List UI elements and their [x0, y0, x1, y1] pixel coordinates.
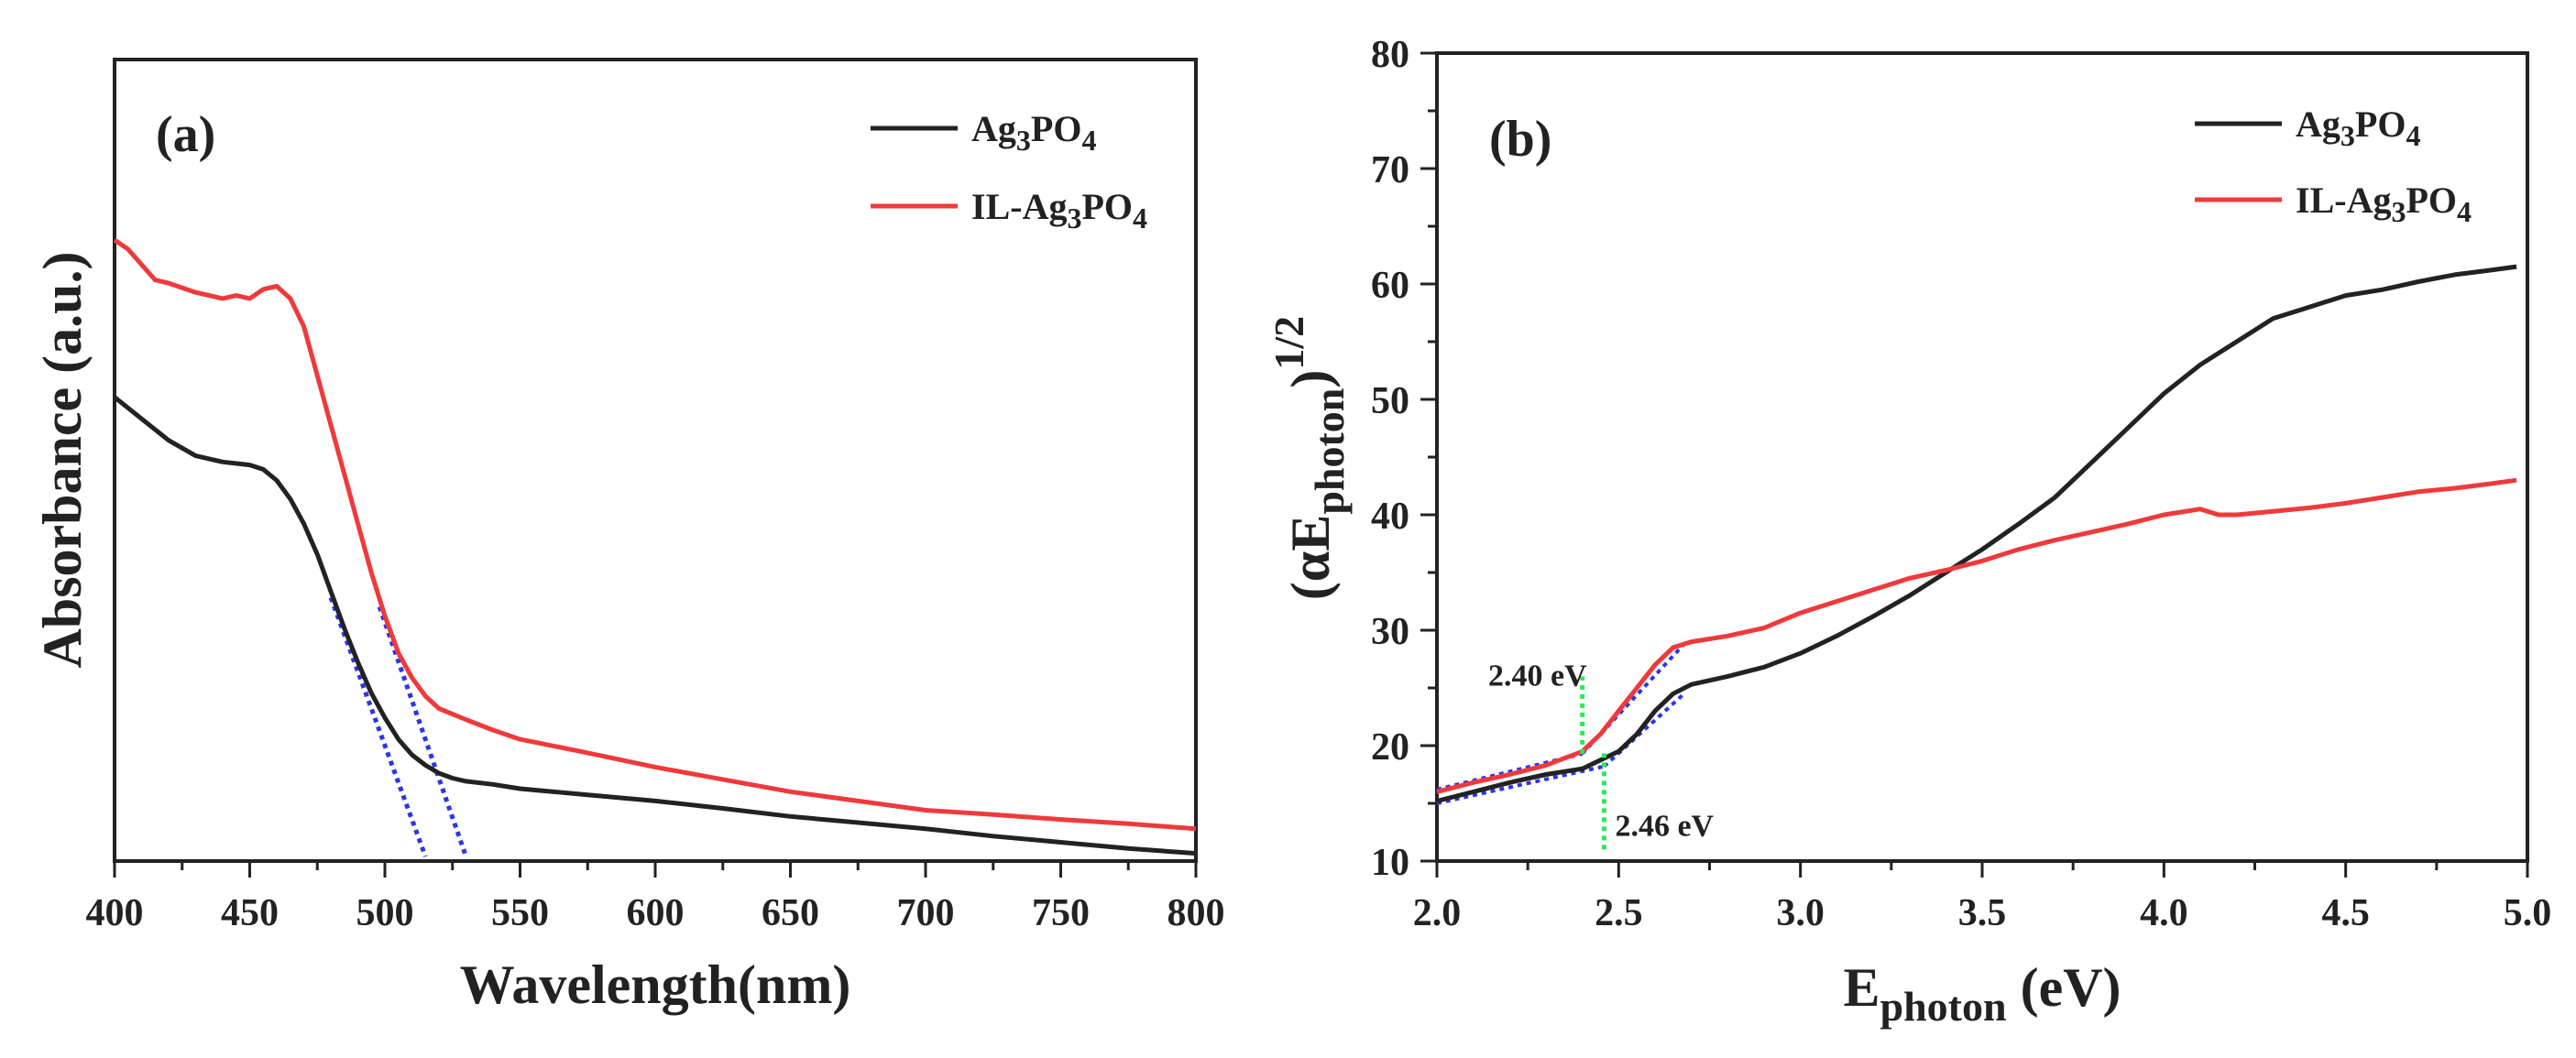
panel-label-b: (b) — [1489, 111, 1551, 168]
axis-ticks-b: 2.0 2.5 3.0 3.5 4.0 4.5 5.0 10 20 30 40 50 60 70 80 — [1371, 34, 2551, 934]
y-tick-label-b-10: 10 — [1371, 842, 1409, 884]
x-tick-label-a-400: 400 — [86, 892, 144, 934]
y-tick-label-b-30: 30 — [1371, 611, 1409, 653]
fit-line-b-1 — [1603, 692, 1686, 769]
x-ticks-a: 400 450 500 550 600 650 700 750 800 — [86, 861, 1225, 934]
fit-line-b-3 — [1581, 642, 1686, 756]
series-a — [113, 237, 1197, 856]
y-tick-label-b-70: 70 — [1371, 149, 1409, 191]
x-tick-label-b-4-5: 4.5 — [2321, 892, 2370, 934]
fit-line-a-1 — [377, 605, 468, 857]
series-b — [1436, 264, 2517, 803]
x-tick-label-b-2-0: 2.0 — [1413, 892, 1462, 934]
panel-label-a: (a) — [156, 106, 215, 163]
y-axis-title-a: Absorbance (a.u.) — [32, 251, 93, 668]
legend-label-a-il-ag3po4: IL-Ag3PO4 — [971, 186, 1147, 235]
fit-lines-b — [1436, 642, 1686, 805]
y-tick-label-b-40: 40 — [1371, 496, 1409, 538]
series-line-b-il-ag3po4 — [1436, 477, 2517, 794]
legend-a: Ag3PO4 IL-Ag3PO4 — [871, 108, 1147, 235]
bandgap-label-2-40-ev: 2.40 eV — [1488, 659, 1587, 693]
fit-line-b-0 — [1436, 764, 1605, 805]
x-tick-label-b-3-0: 3.0 — [1776, 892, 1825, 934]
fit-lines-a — [328, 596, 468, 857]
x-tick-label-b-2-5: 2.5 — [1595, 892, 1643, 934]
y-axis-title-b: (αEphoton)1/2 — [1266, 316, 1353, 600]
bandgap-label-2-46-ev: 2.46 eV — [1615, 809, 1714, 843]
x-tick-label-a-700: 700 — [897, 892, 955, 934]
legend-b: Ag3PO4 IL-Ag3PO4 — [2195, 104, 2472, 228]
plot-frame-a — [113, 58, 1198, 863]
plot-frame-b — [1435, 51, 2529, 863]
legend-label-b-il-ag3po4: IL-Ag3PO4 — [2296, 180, 2472, 228]
legend-label-b-ag3po4: Ag3PO4 — [2296, 104, 2420, 152]
x-tick-label-a-450: 450 — [221, 892, 279, 934]
x-tick-label-a-750: 750 — [1032, 892, 1090, 934]
y-tick-label-b-20: 20 — [1371, 726, 1409, 769]
x-axis-title-b: Ephoton (eV) — [1843, 957, 2121, 1030]
x-tick-label-b-5-0: 5.0 — [2504, 892, 2552, 934]
x-tick-label-a-800: 800 — [1167, 892, 1225, 934]
fit-line-b-2 — [1436, 751, 1584, 791]
x-axis-title-a: Wavelength(nm) — [460, 954, 851, 1015]
x-tick-label-b-3-5: 3.5 — [1958, 892, 2007, 934]
series-line-a-ag3po4 — [113, 395, 1197, 856]
fit-line-a-0 — [328, 596, 428, 857]
legend-label-a-ag3po4: Ag3PO4 — [971, 108, 1096, 157]
y-tick-label-b-60: 60 — [1371, 265, 1409, 307]
bandgap-markers-b: 2.40 eV 2.46 eV — [1488, 659, 1715, 850]
series-line-b-ag3po4 — [1436, 264, 2517, 803]
x-tick-label-b-4-0: 4.0 — [2140, 892, 2188, 934]
series-line-a-il-ag3po4 — [113, 237, 1197, 832]
x-tick-label-a-650: 650 — [762, 892, 819, 934]
panel-b: 2.0 2.5 3.0 3.5 4.0 4.5 5.0 10 20 30 40 50 60 70 80 2.… — [1266, 34, 2551, 1030]
x-tick-label-a-550: 550 — [491, 892, 549, 934]
y-tick-label-b-80: 80 — [1371, 34, 1409, 76]
panel-a: 400 450 500 550 600 650 700 750 800 (a) Ag3PO4 I… — [32, 58, 1225, 1015]
x-tick-label-a-600: 600 — [627, 892, 685, 934]
y-tick-label-b-50: 50 — [1371, 380, 1409, 422]
x-tick-label-a-500: 500 — [356, 892, 414, 934]
